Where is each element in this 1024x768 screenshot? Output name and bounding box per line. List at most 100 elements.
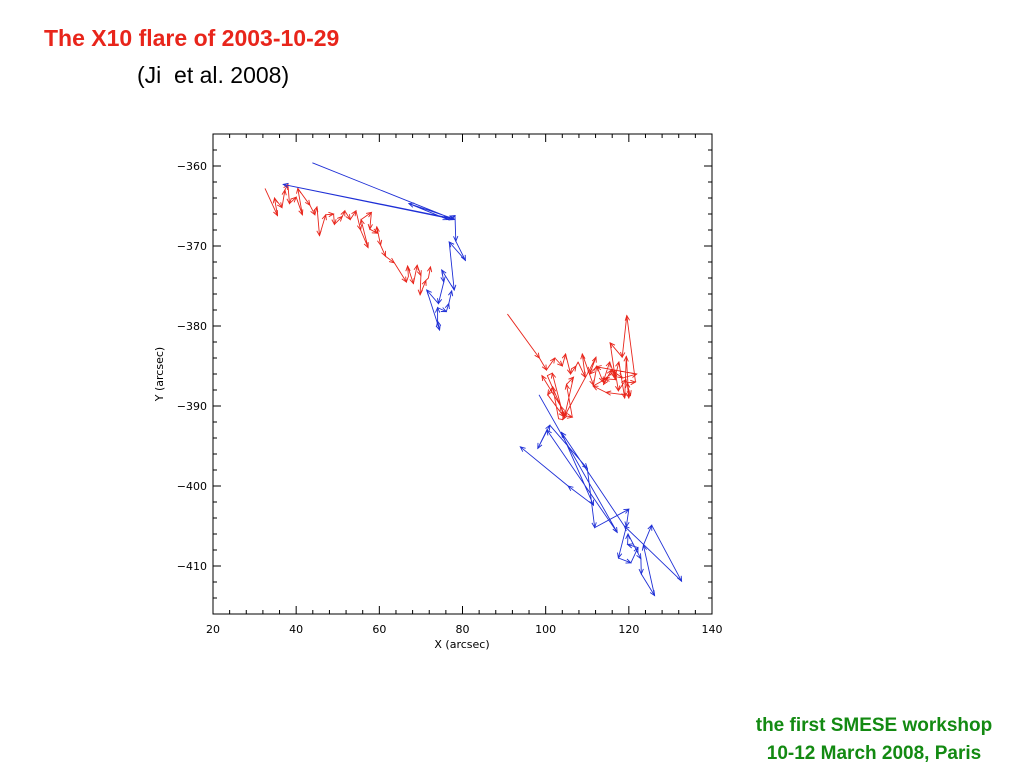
arrowhead [381, 250, 387, 258]
trajectory-line [520, 394, 683, 597]
slide-subtitle: (Ji et al. 2008) [137, 62, 290, 88]
arrowhead [304, 199, 311, 207]
arrowhead [448, 241, 455, 248]
arrowhead [281, 188, 287, 196]
arrowhead [377, 239, 383, 247]
series-blue-2 [282, 162, 466, 332]
arrowhead [276, 202, 283, 209]
arrowhead [328, 211, 335, 218]
y-tick-label: −370 [177, 240, 207, 253]
arrowhead [623, 525, 630, 532]
arrowhead [638, 568, 644, 576]
arrowhead [435, 324, 441, 332]
arrowhead [612, 374, 618, 381]
arrowhead [425, 289, 432, 296]
arrowhead [441, 269, 447, 276]
series-layer [264, 162, 683, 597]
arrowhead [615, 385, 621, 392]
arrowhead [519, 446, 526, 452]
arrowhead [617, 373, 624, 379]
arrowhead [593, 364, 599, 372]
arrowhead [592, 385, 599, 391]
arrowhead [340, 209, 346, 217]
arrowhead [313, 205, 319, 213]
arrowhead [589, 379, 595, 387]
arrowhead [649, 590, 656, 597]
slide-title: The X10 flare of 2003-10-29 [44, 25, 340, 51]
arrowhead [417, 289, 423, 296]
x-tick-label: 140 [702, 623, 723, 636]
arrowhead [388, 257, 396, 264]
series-blue-3 [519, 394, 683, 597]
arrowhead [541, 374, 547, 382]
arrowhead [625, 532, 631, 540]
arrowhead [621, 392, 627, 400]
arrowhead [427, 265, 433, 273]
x-tick-label: 40 [289, 623, 303, 636]
y-tick-label: −400 [177, 480, 207, 493]
trajectory-line [282, 162, 466, 331]
x-tick-label: 20 [206, 623, 220, 636]
x-tick-label: 120 [618, 623, 639, 636]
arrowhead [605, 360, 611, 368]
arrowhead [568, 376, 575, 383]
arrowhead [625, 381, 631, 389]
arrowhead [283, 183, 289, 190]
arrowhead [612, 526, 618, 534]
y-tick-label: −410 [177, 560, 207, 573]
arrowhead [561, 352, 567, 360]
arrowhead [582, 463, 589, 470]
arrowhead [559, 404, 565, 412]
arrowhead [580, 352, 586, 360]
arrowhead [273, 210, 278, 217]
arrowhead [571, 365, 577, 372]
arrowhead [602, 377, 609, 383]
arrowhead [453, 235, 459, 243]
arrowhead [636, 553, 642, 560]
arrowhead [558, 411, 565, 418]
arrowhead [625, 558, 632, 564]
arrowhead [298, 209, 304, 216]
arrowhead [546, 429, 552, 436]
arrowhead [356, 224, 363, 232]
arrowhead [630, 379, 637, 386]
arrowhead [434, 306, 441, 313]
arrowhead [345, 214, 351, 221]
arrowhead [460, 254, 466, 262]
y-axis-ticks: −360 −370 −380 −390 −400 −410 [177, 133, 712, 615]
arrowhead [421, 279, 427, 286]
arrowhead [537, 442, 543, 450]
arrowhead [604, 390, 612, 396]
arrowhead [615, 360, 621, 368]
arrowhead [617, 552, 623, 560]
arrowhead [541, 364, 548, 371]
arrowhead [580, 371, 586, 379]
arrowhead [290, 196, 298, 203]
arrowhead [451, 284, 457, 292]
arrowhead [534, 352, 541, 359]
arrowhead [602, 378, 609, 386]
arrowhead [359, 218, 365, 226]
arrowhead [641, 544, 647, 551]
arrowhead [310, 209, 316, 216]
arrowhead [549, 357, 556, 364]
y-tick-label: −390 [177, 400, 207, 413]
series-red-1 [507, 313, 638, 421]
arrowhead [416, 270, 422, 277]
arrowhead [440, 276, 446, 284]
arrowhead [371, 228, 379, 234]
arrowhead [557, 360, 564, 367]
arrowhead [623, 508, 630, 514]
arrowhead [621, 378, 627, 386]
arrowhead [366, 211, 373, 218]
arrowhead [272, 196, 278, 204]
trajectory-line [507, 313, 638, 421]
arrowhead [444, 302, 450, 310]
arrowhead [609, 341, 616, 349]
y-axis-label: Y (arcsec) [153, 347, 166, 402]
arrowhead [566, 368, 572, 376]
arrowhead [624, 314, 630, 321]
y-tick-label: −380 [177, 320, 207, 333]
series-red-0 [264, 183, 433, 296]
